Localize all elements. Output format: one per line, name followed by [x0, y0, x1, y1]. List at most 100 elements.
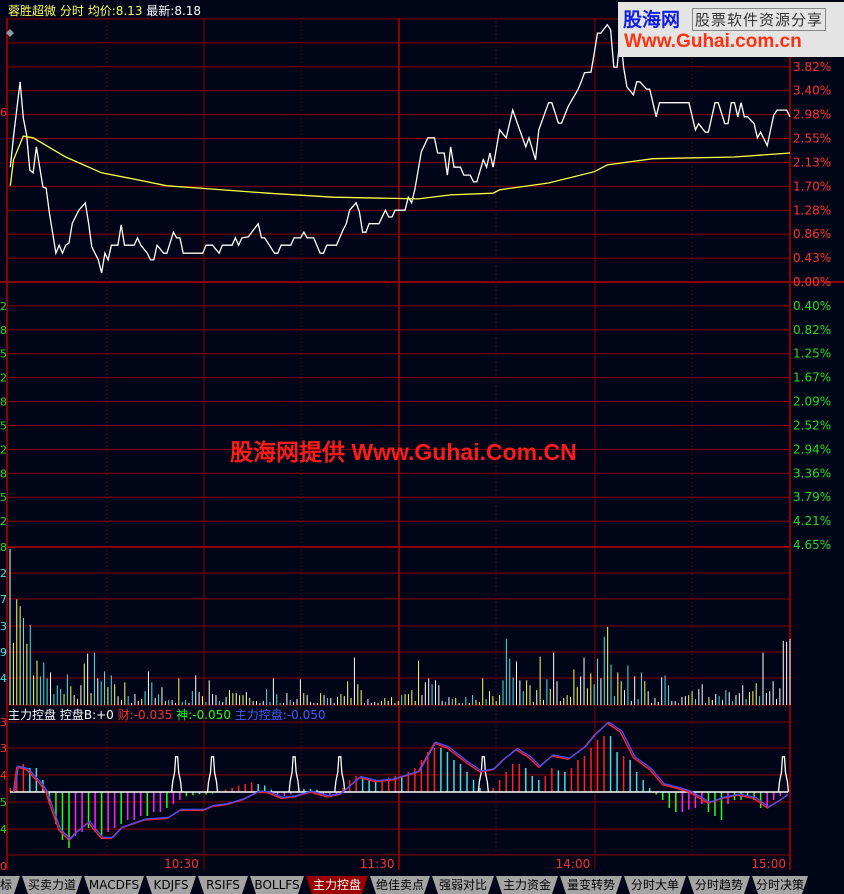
left-axis-label: 6: [0, 106, 7, 119]
right-axis-label: 2.55%: [793, 132, 831, 146]
right-axis-label: 2.94%: [793, 442, 831, 456]
left-axis-label: 2: [0, 300, 7, 313]
right-axis-label: 4.21%: [793, 514, 831, 528]
guhai-logo: 股海网 股票软件资源分享 Www.Guhai.com.cn: [618, 2, 844, 57]
tab-6[interactable]: 主力控盘: [306, 876, 368, 894]
tab-4[interactable]: RSIFS: [198, 876, 248, 894]
indicator-line-blue: [14, 721, 789, 840]
left-axis-label: 8: [0, 324, 7, 337]
left-axis-label: 3: [0, 620, 7, 633]
left-axis-label: 8: [0, 467, 7, 480]
tab-10[interactable]: 量变转势: [560, 876, 622, 894]
tab-2[interactable]: MACDFS: [84, 876, 144, 894]
last-price-label: 最新:: [146, 4, 175, 18]
time-axis-label: 15:00: [751, 857, 786, 871]
time-axis-label: 14:00: [556, 857, 591, 871]
indicator-tabs: 标买卖力道 MACDFS KDJFS RSIFS BOLLFS 主力控盘 绝佳卖点 强弱对比主…: [0, 876, 844, 894]
main-control-label: 主力控盘:: [234, 708, 287, 722]
axis-labels: 3.82% 3.40% 2.98% 2.55% 2.13% 1.70% 1.28% 0.86%…: [0, 60, 831, 873]
cai-label: 财:: [117, 708, 134, 722]
indicator-pulse: [206, 756, 219, 793]
left-axis-label: 0: [0, 860, 7, 873]
right-axis-label: 2.09%: [793, 395, 831, 409]
tab-11[interactable]: 分时大单: [624, 876, 686, 894]
indicator-name: 主力控盘: [8, 708, 57, 722]
tab-8[interactable]: 强弱对比: [432, 876, 494, 894]
right-axis-label: 1.25%: [793, 347, 831, 361]
logo-brand: 股海网: [623, 9, 681, 31]
left-axis-label: 4: [0, 823, 7, 836]
tab-3[interactable]: KDJFS: [146, 876, 196, 894]
left-axis-label: 3: [0, 742, 7, 755]
avg-price-label: 均价:: [87, 4, 116, 18]
left-axis-label: 3: [0, 716, 7, 729]
main-control-value: -0.050: [286, 708, 326, 722]
diamond-marker-icon: [6, 29, 14, 37]
left-axis-label: 2: [0, 372, 7, 385]
left-axis-label: 5: [0, 348, 7, 361]
stock-name: 蓉胜超微: [8, 4, 57, 18]
chart-grid: [0, 18, 844, 870]
left-axis-label: 5: [0, 491, 7, 504]
indicator-pulse: [477, 756, 489, 793]
left-axis-label: 2: [0, 567, 7, 580]
left-axis-label: 8: [0, 396, 7, 409]
intraday-chart[interactable]: 3.82% 3.40% 2.98% 2.55% 2.13% 1.70% 1.28% 0.86%…: [0, 0, 844, 876]
avg-price-value: 8.13: [115, 4, 143, 18]
left-axis-label: 7: [0, 593, 7, 606]
right-axis-label: 0.82%: [793, 323, 831, 337]
logo-url: Www.Guhai.com.cn: [624, 31, 802, 52]
left-axis-label: 4: [0, 769, 7, 782]
right-axis-label: 3.40%: [793, 84, 831, 98]
logo-slogan: 股票软件资源分享: [692, 8, 827, 31]
volume-bars: [9, 548, 791, 705]
indicator-pulse: [288, 756, 300, 793]
right-axis-label: 4.65%: [793, 538, 831, 552]
right-axis-label: 3.36%: [793, 466, 831, 480]
right-axis-label: 1.28%: [793, 203, 831, 217]
watermark-text: 股海网提供 Www.Guhai.Com.CN: [230, 439, 577, 465]
left-axis-label: 4: [0, 672, 7, 685]
indicator-pulse: [171, 756, 183, 793]
indicator-panel: [9, 721, 790, 848]
time-axis-label: 11:30: [360, 857, 395, 871]
price-line: [9, 23, 791, 274]
chart-header: 蓉胜超微 分时 均价:8.13 最新:8.18: [8, 2, 201, 19]
average-line: [9, 135, 791, 200]
left-axis-label: 2: [0, 515, 7, 528]
left-axis-label: 8: [0, 541, 7, 554]
tab-5[interactable]: BOLLFS: [250, 876, 304, 894]
right-axis-label: 2.13%: [793, 155, 831, 169]
chart-mode: 分时: [59, 4, 84, 18]
indicator-header: 主力控盘 控盘B:+0 财:-0.035 神:-0.050 主力控盘:-0.05…: [8, 706, 326, 723]
last-price-value: 8.18: [174, 4, 202, 18]
kongpan-b-label: 控盘B:: [59, 708, 97, 722]
left-axis-label: 5: [0, 796, 7, 809]
left-axis-label: 9: [0, 646, 7, 659]
kongpan-b-value: +0: [96, 708, 114, 722]
right-axis-label: 1.70%: [793, 179, 831, 193]
time-axis-label: 10:30: [164, 857, 199, 871]
price-panel: [9, 23, 791, 274]
tab-1[interactable]: 买卖力道: [22, 876, 82, 894]
shen-label: 神:: [176, 708, 193, 722]
left-axis-label: 2: [0, 443, 7, 456]
right-axis-label: 0.00%: [793, 275, 831, 289]
right-axis-label: 0.43%: [793, 251, 831, 265]
right-axis-label: 2.52%: [793, 418, 831, 432]
tab-7[interactable]: 绝佳卖点: [370, 876, 430, 894]
left-axis-label: 5: [0, 419, 7, 432]
right-axis-label: 3.82%: [793, 60, 831, 74]
tab-0[interactable]: 标: [0, 876, 20, 894]
right-axis-label: 0.86%: [793, 227, 831, 241]
right-axis-label: 0.40%: [793, 299, 831, 313]
right-axis-label: 2.98%: [793, 108, 831, 122]
tab-12[interactable]: 分时趋势: [688, 876, 750, 894]
tab-13[interactable]: 分时决策: [752, 876, 808, 894]
indicator-pulse: [334, 756, 346, 793]
right-axis-label: 3.79%: [793, 490, 831, 504]
tab-9[interactable]: 主力资金: [496, 876, 558, 894]
shen-value: -0.050: [192, 708, 231, 722]
right-axis-label: 1.67%: [793, 371, 831, 385]
indicator-line-red: [12, 722, 788, 842]
